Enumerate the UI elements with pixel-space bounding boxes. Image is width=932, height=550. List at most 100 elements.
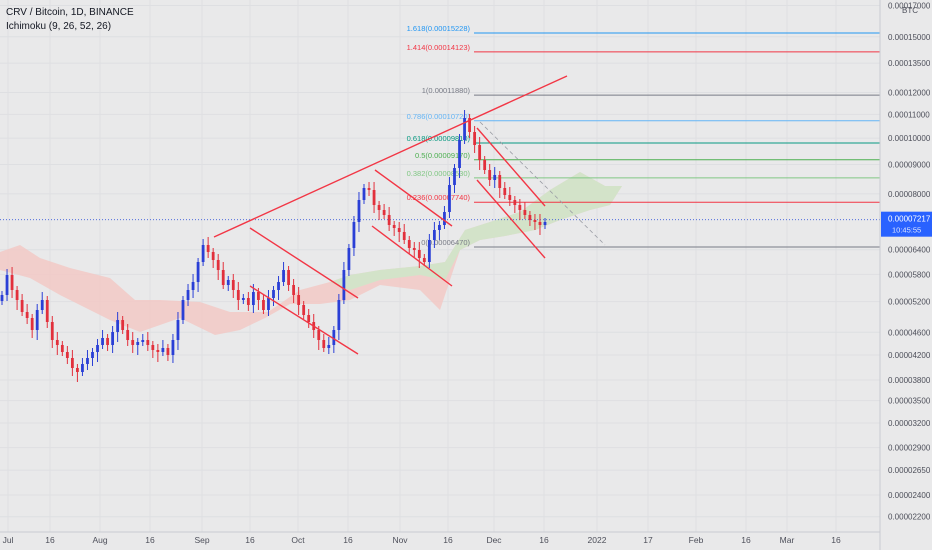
candle — [176, 320, 180, 340]
candle — [463, 118, 466, 140]
candle — [392, 225, 396, 228]
candle — [96, 345, 99, 352]
candle — [478, 145, 482, 160]
currency-label: BTC — [902, 6, 918, 15]
y-tick-label: 0.00004600 — [888, 328, 931, 337]
candle — [503, 188, 507, 195]
x-tick-label: 17 — [643, 535, 653, 545]
price-tag-value: 0.00007217 — [888, 215, 931, 224]
candle — [282, 270, 285, 282]
candle — [5, 275, 9, 295]
trendline[interactable] — [476, 127, 546, 207]
candle — [488, 170, 492, 180]
x-tick-label: 16 — [831, 535, 841, 545]
trendline[interactable] — [213, 75, 568, 238]
candle — [201, 245, 205, 262]
symbol-title[interactable]: CRV / Bitcoin, 1D, BINANCE — [6, 7, 134, 18]
candle — [86, 358, 89, 364]
candle — [241, 298, 245, 300]
x-tick-label: Feb — [689, 535, 704, 545]
candle — [166, 348, 170, 355]
candle — [322, 340, 326, 348]
candle — [267, 298, 270, 310]
trendline[interactable] — [374, 169, 453, 227]
fib-level-label: 1(0.00011880) — [422, 86, 471, 95]
candle — [297, 295, 301, 305]
x-tick-label: 16 — [245, 535, 255, 545]
candle — [181, 300, 185, 320]
y-tick-label: 0.00008000 — [888, 190, 931, 199]
candle — [206, 245, 210, 252]
candle — [382, 210, 386, 215]
candle — [407, 240, 411, 248]
ichimoku-cloud-bullish — [330, 172, 622, 290]
candle — [15, 290, 19, 300]
candle — [101, 338, 104, 345]
candle — [65, 352, 69, 358]
y-tick-label: 0.00017000 — [888, 1, 931, 10]
candle — [10, 275, 14, 290]
candle — [191, 282, 195, 290]
x-tick-label: 16 — [343, 535, 353, 545]
candle — [412, 248, 416, 250]
candle — [377, 205, 381, 210]
y-tick-label: 0.00013500 — [888, 59, 931, 68]
candle — [417, 250, 421, 258]
x-tick-label: 2022 — [588, 535, 607, 545]
candle — [427, 240, 431, 262]
candle — [262, 300, 265, 310]
candle — [35, 310, 39, 330]
candle — [141, 340, 145, 342]
candle — [493, 175, 497, 180]
x-tick-label: Jul — [3, 535, 14, 545]
candle — [186, 290, 190, 300]
candle — [473, 132, 477, 145]
candle — [161, 348, 165, 352]
price-tag — [881, 211, 932, 237]
y-tick-label: 0.00010000 — [888, 134, 931, 143]
candle — [50, 322, 54, 340]
indicator-label[interactable]: Ichimoku (9, 26, 52, 26) — [6, 21, 112, 32]
y-tick-label: 0.00002200 — [888, 513, 931, 522]
candle — [20, 300, 24, 312]
projection-line[interactable] — [479, 121, 606, 246]
x-tick-label: Nov — [392, 535, 408, 545]
candle — [60, 345, 64, 352]
candle — [0, 295, 4, 301]
candle — [211, 252, 215, 260]
candle — [327, 345, 331, 348]
x-tick-label: 16 — [145, 535, 155, 545]
candle — [246, 298, 250, 305]
y-tick-label: 0.00005200 — [888, 298, 931, 307]
candle — [81, 364, 84, 372]
trendline[interactable] — [476, 179, 546, 259]
trendline[interactable] — [249, 227, 359, 299]
candle — [226, 280, 230, 285]
candle — [483, 160, 487, 170]
candle — [352, 222, 356, 248]
trendline[interactable] — [249, 285, 359, 355]
price-tag-countdown: 10:45:55 — [892, 226, 921, 235]
candle — [221, 270, 225, 285]
candle — [372, 190, 376, 205]
fib-level-label: 0.5(0.00009170) — [415, 151, 471, 160]
candle — [45, 300, 49, 322]
candle — [257, 292, 260, 300]
trendline[interactable] — [371, 225, 453, 287]
y-tick-label: 0.00003800 — [888, 376, 931, 385]
candle — [30, 318, 34, 330]
candle — [307, 315, 311, 322]
candle — [251, 292, 255, 305]
candle — [70, 358, 74, 368]
candle — [317, 330, 321, 340]
fib-level-label: 1.414(0.00014123) — [407, 43, 471, 52]
fib-level-label: 0.618(0.00009810) — [407, 134, 471, 143]
candle — [287, 270, 290, 285]
candle — [236, 290, 240, 300]
candle — [422, 258, 426, 262]
x-tick-label: 16 — [443, 535, 453, 545]
candle — [387, 215, 391, 225]
candle — [342, 270, 346, 300]
